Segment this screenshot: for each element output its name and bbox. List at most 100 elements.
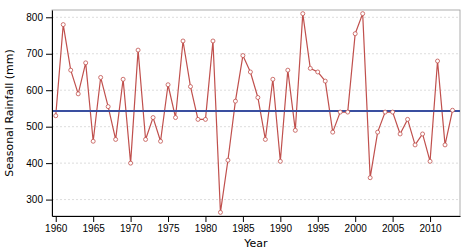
tick: 500 [26, 121, 52, 132]
data-point [241, 54, 245, 58]
tick: 2000 [345, 216, 368, 234]
tick: 1960 [45, 216, 68, 234]
data-point [144, 137, 148, 141]
tick-label: 1985 [232, 223, 255, 234]
data-point [346, 110, 350, 114]
data-point [421, 132, 425, 136]
grid [52, 17, 460, 199]
tick: 1985 [232, 216, 255, 234]
tick-label: 1970 [120, 223, 143, 234]
tick-label: 2010 [419, 223, 442, 234]
y-axis-title: Seasonal Rainfall (mm) [3, 49, 16, 177]
tick: 300 [26, 194, 52, 205]
data-point [263, 137, 267, 141]
tick-label: 1975 [157, 223, 180, 234]
plot-frame [52, 10, 460, 216]
tick: 700 [26, 48, 52, 59]
data-point [271, 77, 275, 81]
tick-mark [318, 216, 319, 222]
tick: 800 [26, 12, 52, 23]
data-point [256, 96, 260, 100]
tick-label: 1990 [270, 223, 293, 234]
grid-line [52, 163, 460, 164]
data-point [99, 75, 103, 79]
data-point [174, 116, 178, 120]
data-point [159, 139, 163, 143]
data-point [293, 128, 297, 132]
axis-line [53, 216, 461, 217]
data-point [196, 117, 200, 121]
tick: 600 [26, 85, 52, 96]
tick-mark [355, 216, 356, 222]
data-point [308, 66, 312, 70]
tick-label: 1995 [307, 223, 330, 234]
data-point [278, 159, 282, 163]
data-point [398, 132, 402, 136]
data-point [69, 68, 73, 72]
tick: 1975 [157, 216, 180, 234]
data-point [91, 139, 95, 143]
data-point [114, 137, 118, 141]
tick-label: 1965 [83, 223, 106, 234]
tick-label: 800 [26, 12, 43, 23]
tick: 400 [26, 158, 52, 169]
data-point [248, 70, 252, 74]
data-point [129, 161, 133, 165]
data-point [106, 105, 110, 109]
tick-label: 1960 [45, 223, 68, 234]
chart: 1960 1965 1970 1975 1980 1985 1990 1995 2000 2005… [0, 0, 474, 252]
data-point [301, 12, 305, 16]
data-point [218, 210, 222, 214]
data-point [368, 176, 372, 180]
data-point [316, 70, 320, 74]
x-axis-title: Year [243, 237, 268, 250]
tick-mark [205, 216, 206, 222]
grid-line [52, 199, 460, 200]
data-point [286, 68, 290, 72]
data-point [376, 130, 380, 134]
data-point [151, 116, 155, 120]
tick-mark [46, 200, 52, 201]
data-point [353, 32, 357, 36]
data-point [383, 110, 387, 114]
tick: 1980 [195, 216, 218, 234]
tick: 2010 [419, 216, 442, 234]
tick-mark [46, 54, 52, 55]
x-axis: 1960 1965 1970 1975 1980 1985 1990 1995 2000 2005… [45, 216, 460, 234]
data-point [226, 158, 230, 162]
data-point [331, 130, 335, 134]
tick-label: 500 [26, 121, 43, 132]
tick: 1965 [83, 216, 106, 234]
data-point [428, 159, 432, 163]
tick-mark [168, 216, 169, 222]
data-point [211, 39, 215, 43]
data-point [136, 48, 140, 52]
tick-label: 700 [26, 48, 43, 59]
data-layer [52, 12, 460, 215]
grid-line [52, 53, 460, 54]
tick-label: 300 [26, 194, 43, 205]
data-point [413, 143, 417, 147]
plot: 1960 1965 1970 1975 1980 1985 1990 1995 2000 2005… [26, 10, 460, 234]
data-point [76, 92, 80, 96]
tick-mark [56, 216, 57, 222]
tick-mark [46, 127, 52, 128]
tick-label: 2000 [345, 223, 368, 234]
tick-label: 2005 [382, 223, 405, 234]
data-point [61, 23, 65, 27]
data-point [451, 108, 455, 112]
tick-label: 600 [26, 85, 43, 96]
data-point [181, 39, 185, 43]
tick-mark [46, 163, 52, 164]
tick-mark [93, 216, 94, 222]
data-point [391, 110, 395, 114]
tick-mark [243, 216, 244, 222]
tick-label: 1980 [195, 223, 218, 234]
tick-mark [46, 17, 52, 18]
data-point [121, 77, 125, 81]
mean-line [52, 110, 460, 112]
data-point [361, 12, 365, 16]
data-point [323, 79, 327, 83]
tick-mark [131, 216, 132, 222]
data-point [436, 59, 440, 63]
